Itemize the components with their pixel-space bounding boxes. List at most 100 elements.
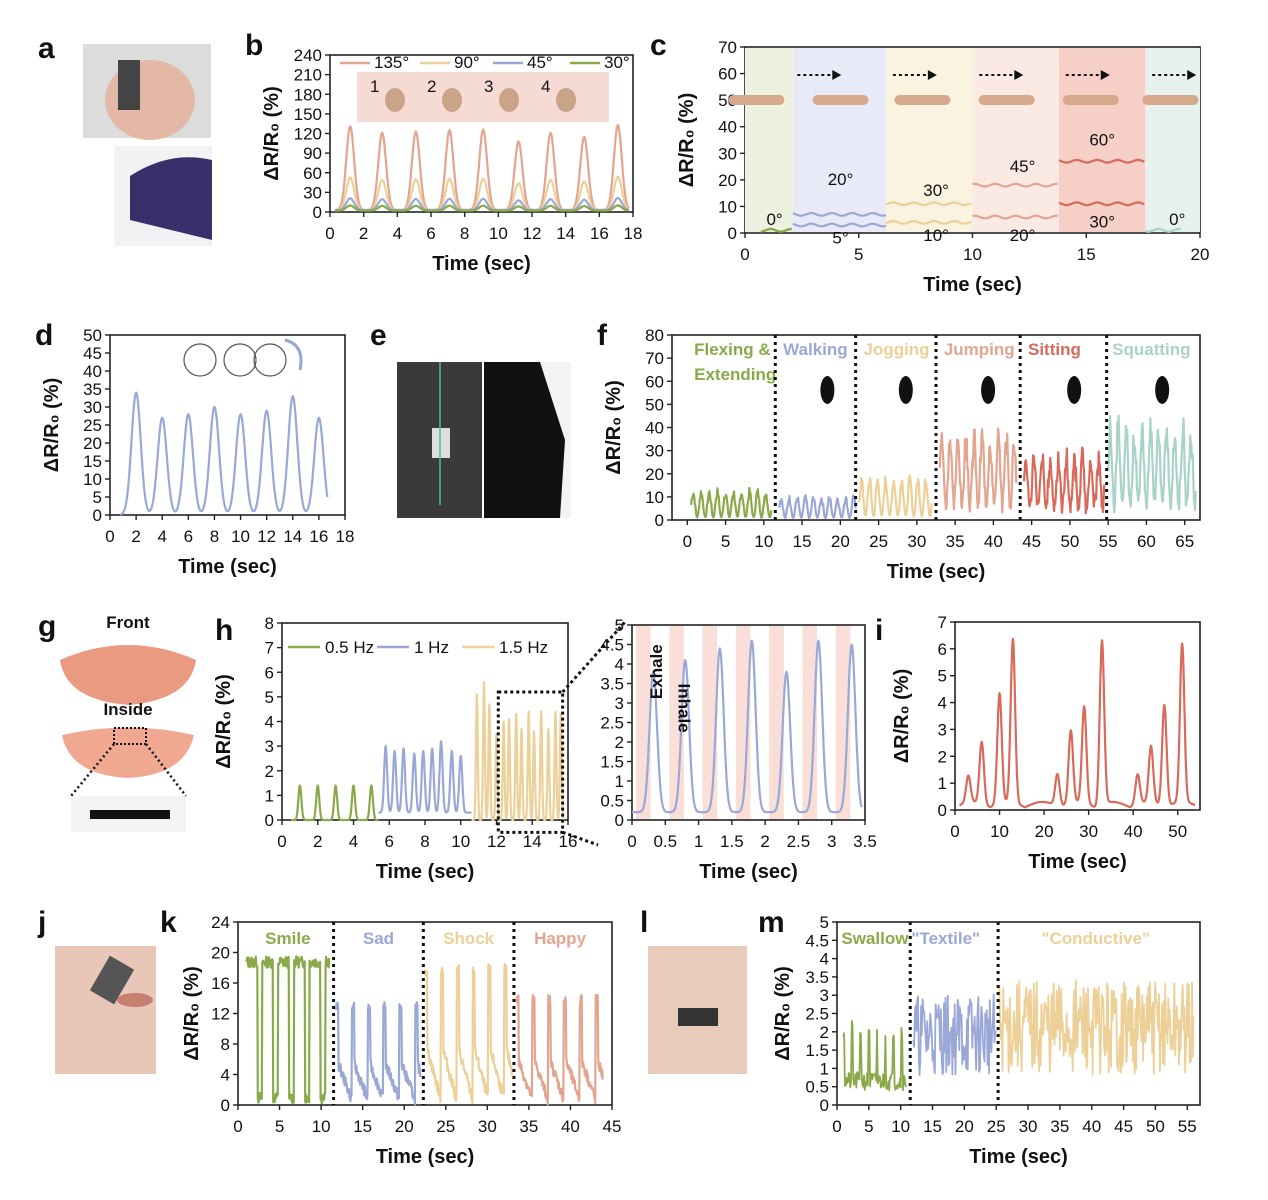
x-tick-label: 0	[233, 1117, 242, 1136]
series-line-0	[334, 123, 630, 212]
x-tick-label: 16	[559, 832, 578, 851]
neck-sensor	[678, 1008, 718, 1026]
breath-band	[835, 626, 851, 819]
angle-annotation: 0°	[766, 210, 782, 229]
y-tick-label: 4	[820, 950, 829, 969]
x-tick-label: 20	[955, 1117, 974, 1136]
x-axis-label: Time (sec)	[1028, 851, 1127, 873]
x-tick-label: 6	[184, 527, 193, 546]
y-tick-label: 30	[645, 442, 664, 461]
x-tick-label: 0	[277, 832, 286, 851]
hand-icon	[499, 88, 519, 112]
x-tick-label: 1	[694, 832, 703, 851]
activity-label: Flexing &	[694, 340, 771, 359]
x-tick-label: 30	[1079, 822, 1098, 841]
y-tick-label: 5	[265, 688, 274, 707]
x-tick-label: 25	[436, 1117, 455, 1136]
rotation-arrow-icon	[284, 338, 303, 371]
y-tick-label: 2.5	[600, 714, 624, 733]
finger-sensor	[118, 60, 140, 110]
arm-icon	[894, 95, 951, 105]
x-tick-label: 2	[359, 224, 368, 243]
y-axis-label: ΔR/R₀ (%)	[261, 86, 283, 181]
y-tick-label: 25	[83, 416, 102, 435]
mask-front	[60, 645, 196, 705]
series-line-2	[470, 681, 566, 822]
x-tick-label: 0.5	[653, 832, 677, 851]
x-tick-label: 40	[1124, 822, 1143, 841]
x-tick-label: 15	[1077, 245, 1096, 264]
inset-number: 3	[484, 77, 493, 96]
y-tick-label: 5	[820, 913, 829, 932]
x-axis-label: Time (sec)	[178, 556, 277, 578]
x-tick-label: 10	[754, 532, 773, 551]
angle-annotation: 0°	[1169, 210, 1185, 229]
x-tick-label: 4	[349, 832, 358, 851]
y-tick-label: 0	[265, 811, 274, 830]
angle-annotation: 20°	[1010, 226, 1036, 245]
x-tick-label: 4	[393, 224, 402, 243]
y-tick-label: 70	[645, 349, 664, 368]
y-tick-label: 12	[211, 1005, 230, 1024]
series-line-0	[290, 784, 380, 822]
panel-letter-k: k	[160, 906, 177, 939]
breath-band	[802, 626, 818, 819]
chart-k: 0 5 10 15 20 25 30 35 40 45 0 4 8 12 16 20 24 Time (sec) Δ…	[181, 913, 621, 1168]
y-tick-label: 4.5	[600, 636, 624, 655]
x-tick-label: 10	[451, 832, 470, 851]
y-tick-label: 60	[718, 65, 737, 84]
y-tick-label: 20	[211, 944, 230, 963]
head-icon	[253, 343, 287, 377]
x-tick-label: 15	[923, 1117, 942, 1136]
x-tick-label: 14	[556, 224, 575, 243]
arm-icon	[1062, 95, 1119, 105]
y-tick-label: 1	[615, 772, 624, 791]
x-tick-label: 12	[257, 527, 276, 546]
zoom-connector	[561, 621, 627, 693]
x-tick-label: 15	[353, 1117, 372, 1136]
activity-label: "Conductive"	[1041, 929, 1150, 948]
x-tick-label: 50	[1060, 532, 1079, 551]
y-tick-label: 3	[938, 720, 947, 739]
arrow-head-icon	[832, 70, 842, 80]
lips	[117, 993, 153, 1007]
angle-annotation: 30°	[1089, 213, 1115, 232]
x-axis-label: Time (sec)	[376, 1146, 475, 1168]
x-tick-label: 20	[395, 1117, 414, 1136]
series-line-1	[377, 740, 473, 814]
plot-frame-i	[954, 621, 1201, 811]
y-tick-label: 8	[265, 614, 274, 633]
y-axis-label: ΔR/R₀ (%)	[181, 966, 203, 1061]
activity-label: Shock	[443, 929, 495, 948]
y-tick-label: 120	[294, 125, 322, 144]
series-line-activity	[998, 979, 1195, 1076]
y-tick-label: 2.5	[805, 1005, 829, 1024]
arrow-head-icon	[1100, 70, 1110, 80]
x-tick-label: 0	[832, 1117, 841, 1136]
legend-label: 1 Hz	[414, 638, 449, 657]
x-tick-label: 35	[1050, 1117, 1069, 1136]
y-tick-label: 40	[718, 118, 737, 137]
y-tick-label: 15	[83, 452, 102, 471]
hand-icon	[442, 88, 462, 112]
y-tick-label: 50	[83, 326, 102, 345]
x-tick-label: 18	[336, 527, 355, 546]
y-tick-label: 50	[645, 395, 664, 414]
activity-label: Jogging	[863, 340, 929, 359]
x-tick-label: 10	[231, 527, 250, 546]
series-line-activity	[423, 963, 514, 1105]
x-tick-label: 40	[984, 532, 1003, 551]
x-tick-label: 0	[105, 527, 114, 546]
x-tick-label: 16	[590, 224, 609, 243]
background-band	[1145, 48, 1200, 232]
panel-letter-g: g	[38, 610, 56, 643]
y-tick-label: 0	[938, 801, 947, 820]
y-tick-label: 5	[615, 616, 624, 635]
series-line-activity	[912, 993, 997, 1076]
sensor-strip	[90, 810, 170, 819]
angle-annotation: 10°	[923, 226, 949, 245]
mask-inside	[62, 727, 194, 778]
y-tick-label: 2	[938, 747, 947, 766]
y-tick-label: 30	[303, 183, 322, 202]
